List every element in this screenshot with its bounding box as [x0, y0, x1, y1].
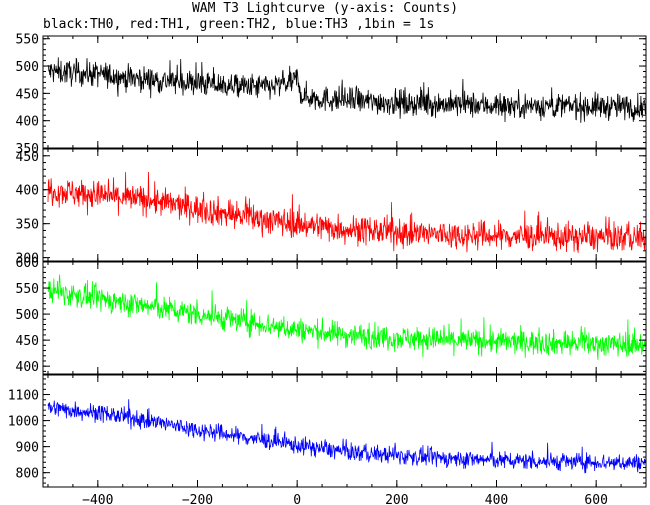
x-tick-label: 600	[584, 493, 607, 505]
x-tick-label: −200	[182, 493, 213, 505]
chart-subtitle: black:TH0, red:TH1, green:TH2, blue:TH3 …	[43, 17, 435, 32]
y-tick-label-TH0: 500	[16, 60, 39, 75]
x-tick-label: 0	[293, 493, 301, 505]
y-tick-label-TH2: 400	[16, 360, 39, 375]
y-tick-label-TH1: 400	[16, 184, 39, 199]
y-tick-label-TH1: 300	[16, 252, 39, 267]
y-tick-label-TH2: 450	[16, 334, 39, 349]
panel-frame-TH0	[42, 35, 647, 149]
y-tick-label-TH0: 400	[16, 115, 39, 130]
chart-title: WAM T3 Lightcurve (y-axis: Counts)	[191, 1, 459, 16]
y-tick-label-TH0: 550	[16, 33, 39, 48]
y-tick-label-TH0: 450	[16, 87, 39, 102]
series-line-TH3	[47, 399, 646, 474]
panel-frame-TH3	[42, 374, 647, 488]
panel-frame-TH2	[42, 261, 647, 375]
y-tick-label-TH2: 550	[16, 282, 39, 297]
panel-frame-TH1	[42, 148, 647, 262]
y-tick-label-TH1: 350	[16, 218, 39, 233]
x-tick-label: 200	[385, 493, 408, 505]
y-tick-label-TH3: 1000	[8, 415, 39, 430]
y-tick-label-TH2: 500	[16, 308, 39, 323]
y-tick-label-TH3: 1100	[8, 389, 39, 404]
y-tick-label-TH2: 600	[16, 256, 39, 271]
y-tick-label-TH0: 350	[16, 142, 39, 157]
y-tick-label-TH1: 450	[16, 150, 39, 165]
y-tick-label-TH3: 800	[16, 467, 39, 482]
y-tick-label-TH3: 900	[16, 441, 39, 456]
series-line-TH0	[47, 57, 646, 123]
x-tick-label: −400	[82, 493, 113, 505]
series-line-TH1	[47, 171, 646, 253]
x-tick-label: 400	[485, 493, 508, 505]
series-line-TH2	[47, 274, 646, 360]
